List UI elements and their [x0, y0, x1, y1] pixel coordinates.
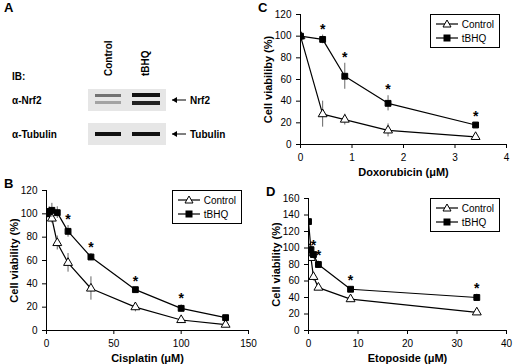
html-text:Control: Control — [203, 194, 236, 206]
svg-text:120: 120 — [283, 226, 300, 237]
svg-text:*: * — [178, 290, 184, 306]
svg-text:60: 60 — [288, 275, 300, 286]
svg-text:1: 1 — [349, 152, 355, 163]
html-text:Control: Control — [461, 18, 494, 30]
html-text:tBHQ: tBHQ — [461, 216, 487, 228]
svg-text:40: 40 — [26, 278, 38, 289]
svg-text:80: 80 — [288, 259, 300, 270]
svg-text:*: * — [316, 247, 322, 263]
svg-text:Nrf2: Nrf2 — [190, 95, 210, 106]
svg-text:2: 2 — [401, 152, 407, 163]
svg-text:Cisplatin (μM): Cisplatin (μM) — [111, 352, 184, 364]
svg-text:100: 100 — [283, 242, 300, 253]
html-text:Control: Control — [461, 202, 494, 214]
svg-text:0: 0 — [44, 338, 50, 349]
svg-text:100: 100 — [275, 30, 292, 41]
svg-text:*: * — [385, 81, 391, 97]
svg-text:80: 80 — [280, 52, 292, 63]
svg-text:10: 10 — [352, 338, 364, 349]
svg-text:160: 160 — [283, 193, 300, 204]
svg-text:60: 60 — [280, 74, 292, 85]
svg-text:20: 20 — [280, 117, 292, 128]
html-text:tBHQ: tBHQ — [461, 32, 487, 44]
svg-text:Cell viabiliby (%): Cell viabiliby (%) — [262, 35, 274, 123]
svg-text:30: 30 — [451, 338, 463, 349]
svg-text:120: 120 — [21, 185, 38, 196]
html-text:D: D — [266, 184, 276, 199]
svg-text:*: * — [65, 211, 71, 227]
svg-text:3: 3 — [452, 152, 458, 163]
svg-text:0: 0 — [294, 325, 300, 336]
svg-text:*: * — [348, 272, 354, 288]
svg-text:150: 150 — [240, 338, 257, 349]
svg-text:*: * — [320, 21, 326, 37]
html-text:B: B — [4, 176, 14, 191]
svg-text:Doxorubicin (μM): Doxorubicin (μM) — [358, 166, 449, 178]
svg-text:40: 40 — [288, 292, 300, 303]
svg-text:100: 100 — [173, 338, 190, 349]
svg-text:*: * — [88, 239, 94, 255]
svg-text:50: 50 — [108, 338, 120, 349]
svg-text:*: * — [474, 280, 480, 296]
svg-text:*: * — [473, 108, 479, 124]
html-text:A: A — [4, 0, 14, 15]
svg-text:0: 0 — [32, 325, 38, 336]
svg-text:60: 60 — [26, 255, 38, 266]
html-text:tBHQ: tBHQ — [203, 208, 229, 220]
svg-text:0: 0 — [298, 152, 304, 163]
svg-text:20: 20 — [288, 308, 300, 319]
svg-text:IB:: IB: — [12, 71, 25, 82]
svg-text:0: 0 — [306, 338, 312, 349]
svg-text:α-Tubulin: α-Tubulin — [12, 129, 57, 140]
svg-text:tBHQ: tBHQ — [140, 50, 151, 76]
svg-text:Tubulin: Tubulin — [190, 129, 225, 140]
svg-text:Cell viability (%): Cell viability (%) — [270, 222, 282, 307]
svg-text:*: * — [342, 49, 348, 65]
svg-text:120: 120 — [275, 9, 292, 20]
svg-text:Cell viability (%): Cell viability (%) — [8, 218, 20, 303]
svg-text:0: 0 — [286, 139, 292, 150]
svg-text:20: 20 — [402, 338, 414, 349]
html-text:C: C — [258, 0, 268, 15]
svg-text:α-Nrf2: α-Nrf2 — [12, 95, 42, 106]
svg-text:40: 40 — [501, 338, 513, 349]
svg-text:80: 80 — [26, 231, 38, 242]
svg-text:20: 20 — [26, 301, 38, 312]
svg-text:Etoposide (μM): Etoposide (μM) — [368, 352, 448, 364]
svg-text:*: * — [133, 273, 139, 289]
svg-text:40: 40 — [280, 95, 292, 106]
svg-text:Control: Control — [103, 40, 114, 76]
svg-text:100: 100 — [21, 208, 38, 219]
svg-text:4: 4 — [504, 152, 510, 163]
svg-text:140: 140 — [283, 209, 300, 220]
